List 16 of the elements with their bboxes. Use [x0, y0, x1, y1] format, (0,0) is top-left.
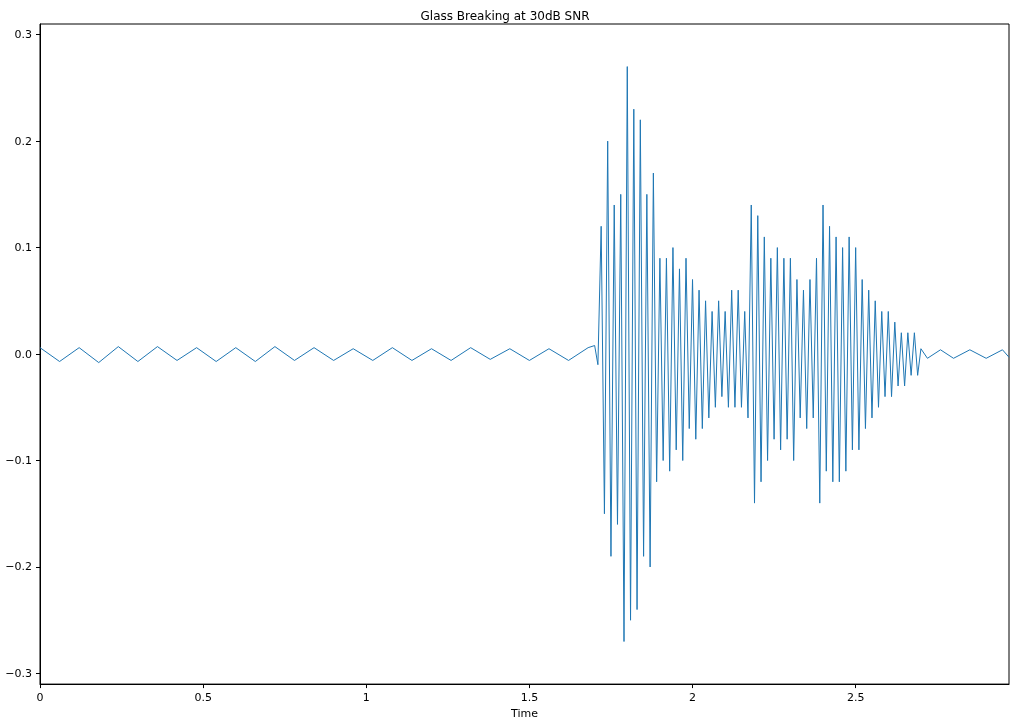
- y-tick-label: −0.1: [5, 454, 32, 468]
- x-axis-title: Time: [510, 707, 539, 720]
- y-tick-label: −0.3: [5, 666, 32, 680]
- x-tick-label: 0.5: [194, 691, 212, 705]
- chart-title: Glass Breaking at 30dB SNR: [420, 9, 590, 23]
- x-tick-label: 2: [689, 691, 697, 705]
- x-tick-label: 1.5: [520, 691, 539, 705]
- line-series: [39, 66, 1010, 643]
- x-tick-label: 1: [362, 691, 370, 705]
- y-tick-label: 0.1: [14, 241, 32, 255]
- y-tick-label: 0.2: [14, 134, 32, 148]
- x-tick-label: 2.5: [846, 691, 865, 705]
- y-tick-label: −0.2: [5, 560, 32, 574]
- y-tick-label: 0.0: [14, 347, 32, 361]
- y-tick-label: 0.3: [14, 28, 32, 42]
- x-tick-label: 0: [36, 691, 44, 705]
